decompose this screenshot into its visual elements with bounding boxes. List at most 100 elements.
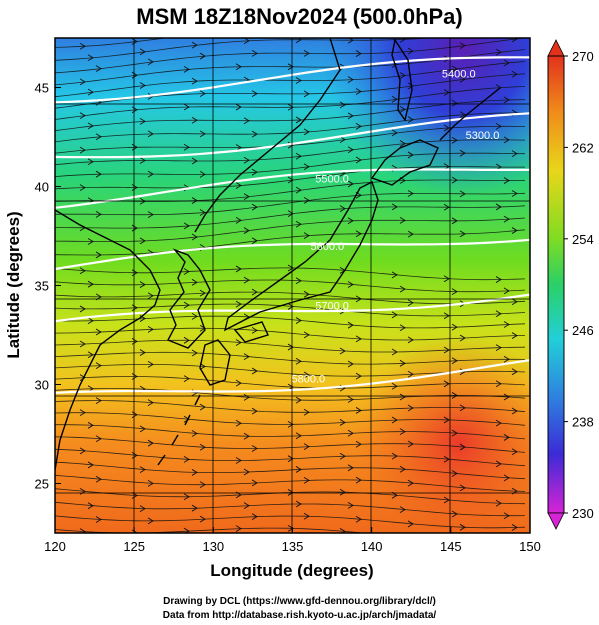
streamline xyxy=(55,61,526,98)
wind-arrow xyxy=(443,496,450,504)
wind-arrow xyxy=(183,415,190,423)
wind-arrow xyxy=(407,47,414,55)
wind-arrow xyxy=(95,133,102,141)
wind-arrow xyxy=(303,408,310,416)
wind-arrow xyxy=(459,484,466,492)
wind-arrow xyxy=(191,116,198,124)
wind-arrow xyxy=(443,346,450,354)
colorbar-ramp xyxy=(547,55,565,514)
wind-arrow xyxy=(511,368,518,376)
wind-arrow xyxy=(504,26,509,32)
wind-arrow xyxy=(391,452,398,460)
wind-arrow xyxy=(443,203,450,211)
wind-arrow xyxy=(407,479,414,487)
wind-arrow xyxy=(251,168,258,176)
wind-arrow xyxy=(451,99,458,107)
wind-arrow xyxy=(443,275,450,283)
wind-arrow xyxy=(79,488,86,495)
wind-arrow xyxy=(399,106,406,113)
wind-arrow xyxy=(451,357,458,365)
wind-arrow xyxy=(295,220,302,228)
wind-arrow xyxy=(295,152,302,160)
wind-arrow xyxy=(503,215,510,223)
streamline xyxy=(55,166,525,190)
wind-arrow xyxy=(407,230,414,238)
wind-arrow xyxy=(95,328,102,336)
wind-arrow xyxy=(391,271,398,279)
wind-arrow xyxy=(399,285,406,293)
wind-arrow xyxy=(295,500,302,508)
temperature-field xyxy=(55,23,530,542)
wind-arrow xyxy=(407,151,414,159)
y-axis: 25 30 35 40 45 xyxy=(35,81,61,492)
wind-arrow xyxy=(451,392,458,399)
wind-arrow xyxy=(287,210,294,218)
streamline xyxy=(55,400,526,413)
wind-arrow xyxy=(199,363,206,370)
wind-arrow xyxy=(79,184,86,191)
wind-arrow xyxy=(243,117,250,125)
wind-arrow xyxy=(79,112,86,119)
wind-arrow xyxy=(511,70,518,78)
colorbar-tick-label: 270 xyxy=(572,49,594,64)
wind-arrow xyxy=(495,499,502,507)
wind-arrow xyxy=(199,90,206,97)
colorbar-min-arrow xyxy=(547,512,565,530)
wind-arrow xyxy=(191,77,198,85)
wind-arrow xyxy=(139,157,146,164)
streamline xyxy=(55,315,526,329)
wind-arrow xyxy=(451,65,458,73)
wind-arrow xyxy=(496,536,501,542)
wind-arrow xyxy=(235,339,242,346)
wind-arrow xyxy=(235,457,242,464)
wind-arrow xyxy=(251,49,258,57)
wind-arrow xyxy=(288,23,293,29)
wind-arrow xyxy=(495,310,502,318)
streamline xyxy=(55,448,526,467)
wind-arrow xyxy=(191,157,198,165)
wind-arrow xyxy=(95,435,102,443)
streamline xyxy=(55,501,526,517)
wind-arrow xyxy=(243,502,250,510)
wind-arrow xyxy=(347,502,354,509)
wind-arrow xyxy=(495,122,502,130)
wind-arrow xyxy=(347,464,354,472)
wind-arrow xyxy=(139,82,146,89)
wind-arrow xyxy=(251,327,258,334)
wind-arrow xyxy=(235,419,242,427)
wind-arrow xyxy=(236,26,241,32)
wind-arrow xyxy=(87,158,94,166)
wind-arrow xyxy=(303,371,310,379)
wind-arrow xyxy=(503,177,510,184)
wind-arrow xyxy=(251,513,258,521)
colorbar: 270 262 254 246 238 230 xyxy=(547,39,594,530)
wind-arrow xyxy=(79,340,86,348)
wind-arrow xyxy=(235,182,242,189)
coastlines xyxy=(55,38,501,471)
wind-arrow xyxy=(191,233,198,241)
streamline xyxy=(55,86,526,120)
wind-arrow xyxy=(147,480,154,487)
wind-arrow xyxy=(443,124,450,132)
contour-label: 5700.0 xyxy=(315,300,349,312)
wind-arrow xyxy=(95,362,102,369)
colorbar-tick-label: 262 xyxy=(572,140,594,155)
wind-arrow xyxy=(147,292,154,300)
wind-arrow xyxy=(503,287,510,295)
wind-arrow xyxy=(391,348,398,356)
wind-arrow xyxy=(347,180,354,188)
wind-arrow xyxy=(443,455,450,463)
wind-arrow xyxy=(451,136,458,144)
wind-arrow xyxy=(391,203,398,211)
wind-arrow xyxy=(355,372,362,380)
wind-arrow xyxy=(392,24,397,30)
wind-arrow xyxy=(87,351,94,359)
wind-arrow xyxy=(511,407,518,415)
wind-arrow xyxy=(391,95,398,103)
contour-label: 5500.0 xyxy=(315,174,349,186)
wind-arrow xyxy=(295,317,302,324)
wind-arrow xyxy=(199,443,206,451)
wind-arrow xyxy=(347,146,354,154)
wind-arrow xyxy=(87,421,94,429)
